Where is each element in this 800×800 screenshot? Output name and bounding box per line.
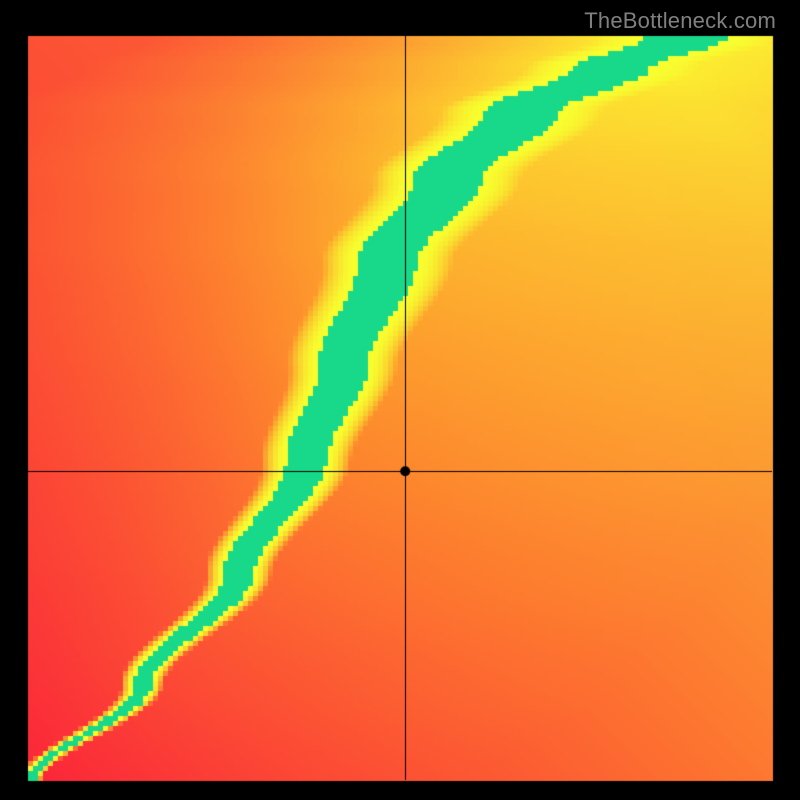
watermark-text: TheBottleneck.com bbox=[584, 8, 776, 34]
heatmap-canvas bbox=[0, 0, 800, 800]
chart-container: TheBottleneck.com bbox=[0, 0, 800, 800]
